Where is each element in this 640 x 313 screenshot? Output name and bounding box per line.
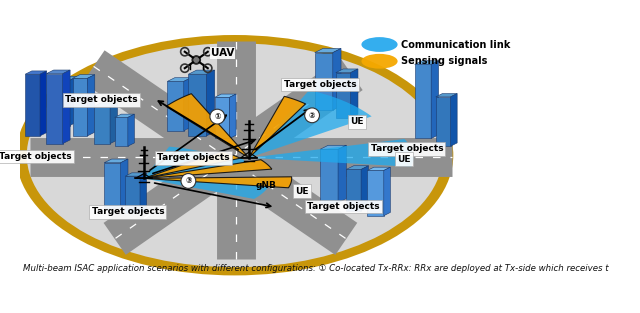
Polygon shape: [51, 76, 78, 80]
Polygon shape: [207, 70, 214, 136]
Polygon shape: [25, 74, 40, 136]
Polygon shape: [143, 152, 255, 178]
Circle shape: [194, 58, 198, 62]
Polygon shape: [140, 173, 147, 213]
Polygon shape: [40, 71, 47, 136]
Polygon shape: [315, 49, 341, 53]
Polygon shape: [63, 70, 70, 144]
Text: gNB: gNB: [255, 181, 276, 190]
Circle shape: [305, 108, 319, 123]
Polygon shape: [120, 159, 128, 208]
Ellipse shape: [362, 54, 397, 69]
Circle shape: [210, 109, 225, 124]
Polygon shape: [336, 69, 358, 73]
Polygon shape: [93, 107, 110, 144]
Polygon shape: [346, 169, 361, 211]
Polygon shape: [346, 166, 369, 169]
Polygon shape: [25, 71, 47, 74]
Polygon shape: [367, 167, 390, 171]
Text: UE: UE: [350, 117, 364, 126]
Polygon shape: [320, 145, 346, 149]
Polygon shape: [384, 167, 390, 216]
Polygon shape: [166, 94, 249, 158]
Polygon shape: [88, 74, 95, 136]
Polygon shape: [214, 94, 236, 97]
Polygon shape: [333, 49, 341, 110]
Text: Target objects: Target objects: [157, 153, 230, 162]
Text: Target objects: Target objects: [0, 152, 72, 161]
Text: Target objects: Target objects: [92, 207, 164, 216]
Polygon shape: [415, 64, 431, 138]
Polygon shape: [436, 97, 451, 146]
Polygon shape: [93, 103, 118, 107]
Polygon shape: [70, 76, 78, 126]
Polygon shape: [110, 103, 118, 144]
Text: Target objects: Target objects: [284, 80, 356, 89]
Polygon shape: [51, 80, 70, 126]
Polygon shape: [351, 69, 358, 118]
Polygon shape: [249, 139, 413, 167]
Polygon shape: [249, 90, 372, 158]
Polygon shape: [143, 177, 292, 188]
Polygon shape: [315, 53, 333, 110]
Polygon shape: [367, 171, 384, 216]
Text: UE: UE: [295, 187, 308, 196]
Polygon shape: [115, 117, 128, 146]
Text: Target objects: Target objects: [307, 202, 380, 211]
Polygon shape: [338, 145, 346, 203]
Polygon shape: [336, 73, 351, 118]
Polygon shape: [320, 149, 338, 203]
Polygon shape: [104, 159, 128, 163]
Polygon shape: [436, 94, 457, 97]
Polygon shape: [143, 151, 240, 178]
Text: Target objects: Target objects: [65, 95, 138, 104]
Circle shape: [192, 56, 200, 64]
Polygon shape: [188, 70, 214, 74]
Polygon shape: [125, 173, 147, 176]
Polygon shape: [167, 81, 184, 131]
Text: Multi-beam ISAC application scenarios with different configurations: ① Co-locate: Multi-beam ISAC application scenarios wi…: [22, 264, 608, 273]
Text: ②: ②: [309, 111, 316, 120]
Polygon shape: [184, 78, 191, 131]
Text: ③: ③: [185, 177, 191, 186]
Polygon shape: [143, 178, 271, 199]
Text: Sensing signals: Sensing signals: [401, 56, 487, 66]
Polygon shape: [143, 160, 272, 178]
Polygon shape: [431, 61, 438, 138]
Polygon shape: [188, 74, 207, 136]
Text: UAV: UAV: [211, 49, 234, 59]
Polygon shape: [72, 78, 88, 136]
Polygon shape: [104, 163, 120, 208]
Ellipse shape: [16, 35, 453, 275]
Polygon shape: [46, 70, 70, 74]
Polygon shape: [128, 114, 134, 146]
Polygon shape: [72, 74, 95, 78]
Ellipse shape: [362, 37, 397, 52]
Text: Communication link: Communication link: [401, 39, 510, 49]
Polygon shape: [249, 96, 305, 158]
Text: ①: ①: [214, 112, 221, 121]
Polygon shape: [143, 146, 213, 178]
Polygon shape: [451, 94, 457, 146]
Polygon shape: [46, 74, 63, 144]
Circle shape: [181, 173, 196, 188]
Text: UE: UE: [397, 155, 411, 164]
Polygon shape: [230, 94, 236, 138]
Polygon shape: [115, 114, 134, 117]
Polygon shape: [361, 166, 369, 211]
Text: Target objects: Target objects: [371, 144, 443, 153]
Polygon shape: [125, 176, 140, 213]
Polygon shape: [415, 61, 438, 64]
Ellipse shape: [27, 43, 443, 267]
Polygon shape: [167, 78, 191, 81]
Polygon shape: [214, 97, 230, 138]
